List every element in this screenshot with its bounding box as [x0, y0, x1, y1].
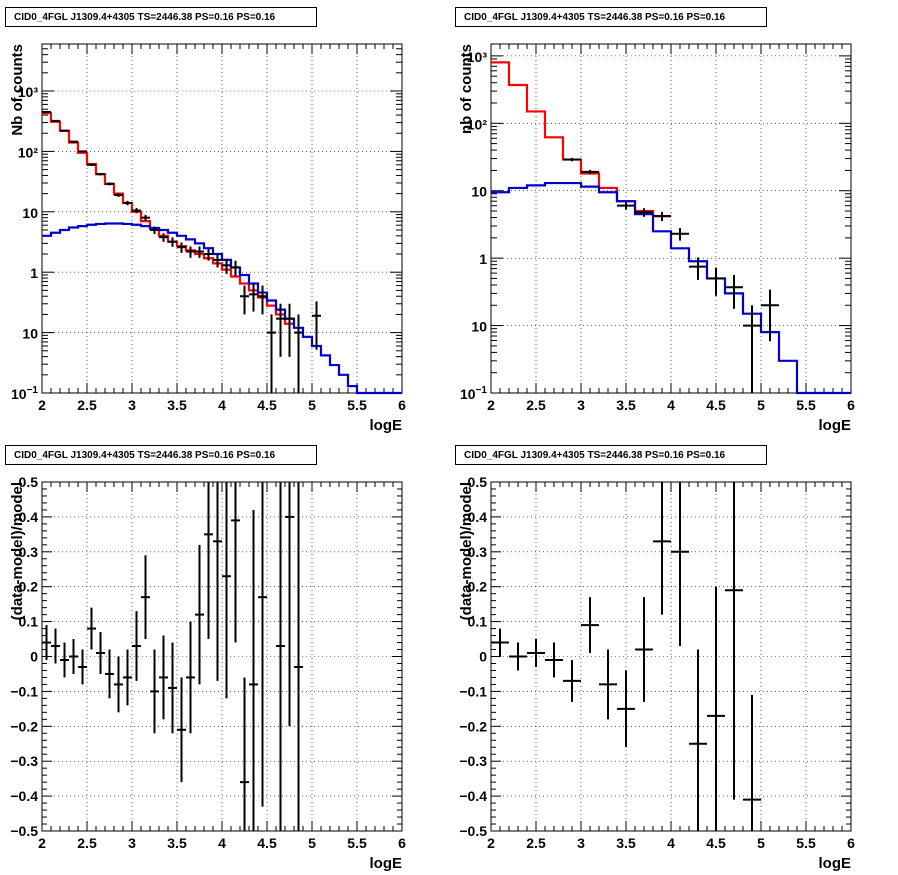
x-tick-label: 3	[577, 835, 585, 851]
y-tick-label: 0.1	[19, 614, 39, 630]
y-tick-label: −0.5	[10, 823, 38, 839]
x-tick-label: 4	[667, 835, 675, 851]
model-histogram-line	[42, 112, 294, 325]
x-tick-label: 4	[218, 835, 226, 851]
x-tick-label: 6	[398, 835, 406, 851]
y-tick-exponent: −1	[27, 385, 39, 396]
x-tick-label: 3.5	[167, 835, 187, 851]
y-tick-label: 1	[479, 251, 487, 267]
y-axis-label: (data-model)/model	[458, 482, 475, 620]
x-tick-label: 3	[577, 397, 585, 413]
y-tick-label: 0.5	[468, 474, 488, 490]
y-tick-label: 0.2	[468, 579, 488, 595]
x-tick-label: 4.5	[706, 397, 726, 413]
y-tick-label: −0.2	[10, 718, 38, 734]
x-tick-label: 5	[308, 835, 316, 851]
y-tick-label: −0.5	[459, 823, 487, 839]
x-tick-label: 4.5	[706, 835, 726, 851]
y-tick-label: 0.2	[19, 579, 39, 595]
x-tick-label: 6	[398, 397, 406, 413]
x-tick-label: 4	[667, 397, 675, 413]
pad1-counts-chart: 2 2.5 3 3.5 4 4.5 5 5.5 6 10−1 10 1 10 10² 10³ logE Nb o…	[9, 43, 406, 434]
y-axis-label: (data-model)/model	[9, 482, 26, 620]
x-tick-label: 4.5	[257, 397, 277, 413]
y-tick-exponent: −1	[476, 385, 488, 396]
y-tick-label: 10−1	[460, 385, 487, 402]
x-tick-label: 3.5	[167, 397, 187, 413]
y-tick-label: −0.2	[459, 718, 487, 734]
y-tick-label: −0.3	[459, 753, 487, 769]
x-axis-label: logE	[819, 855, 852, 872]
x-tick-label: 5.5	[796, 397, 816, 413]
plot-frame	[41, 43, 403, 394]
y-tick-label: 0.3	[19, 544, 39, 560]
x-axis-label: logE	[370, 417, 403, 434]
y-tick-label: −0.1	[459, 683, 487, 699]
x-tick-label: 4	[218, 397, 226, 413]
x-axis-label: logE	[819, 417, 852, 434]
y-tick-label: 0.4	[19, 509, 39, 525]
y-tick-label: 1	[30, 265, 38, 281]
y-tick-label: 10³	[467, 49, 488, 65]
y-tick-label: 10−1	[11, 385, 38, 402]
pad2-title: CID0_4FGL J1309.4+4305 TS=2446.38 PS=0.1…	[455, 7, 767, 27]
y-tick-label: 0.3	[468, 544, 488, 560]
y-tick-label: 10	[22, 205, 38, 221]
y-tick-label: 10³	[18, 84, 39, 100]
pad3-residual-chart: 2 2.5 3 3.5 4 4.5 5 5.5 6 −0.5 −0.4 −0.3 −0.2 −0.1 0 0.…	[9, 474, 406, 872]
x-tick-label: 3.5	[616, 835, 636, 851]
y-tick-label: 0.5	[19, 474, 39, 490]
pad2-counts-chart: 2 2.5 3 3.5 4 4.5 5 5.5 6 10−1 10 1 10 10² 10³ logE nb o…	[458, 43, 855, 434]
x-tick-label: 2.5	[526, 835, 546, 851]
x-tick-label: 3.5	[616, 397, 636, 413]
pad1-title: CID0_4FGL J1309.4+4305 TS=2446.38 PS=0.1…	[5, 7, 317, 27]
y-tick-label: −0.1	[10, 683, 38, 699]
y-axis-label: nb of counts	[458, 44, 475, 134]
y-tick-label: 10	[22, 326, 38, 342]
x-tick-label: 5	[308, 397, 316, 413]
y-tick-label: −0.4	[459, 788, 487, 804]
x-tick-label: 3	[128, 835, 136, 851]
y-axis-label: Nb of counts	[9, 44, 26, 136]
y-tick-label: 10	[471, 184, 487, 200]
y-tick-label: 0	[30, 649, 38, 665]
x-tick-label: 5.5	[796, 835, 816, 851]
x-tick-label: 2	[487, 835, 495, 851]
x-tick-label: 2.5	[77, 397, 97, 413]
model-histogram-line	[491, 181, 851, 395]
pad3-title: CID0_4FGL J1309.4+4305 TS=2446.38 PS=0.1…	[5, 445, 317, 465]
x-axis-label: logE	[370, 855, 403, 872]
x-tick-label: 5	[757, 397, 765, 413]
y-tick-label: −0.4	[10, 788, 38, 804]
x-tick-label: 5	[757, 835, 765, 851]
x-tick-label: 2	[38, 397, 46, 413]
y-tick-label: 0.1	[468, 614, 488, 630]
y-tick-label: 10	[471, 319, 487, 335]
x-tick-label: 2.5	[526, 397, 546, 413]
y-tick-label: 0.4	[468, 509, 488, 525]
x-tick-label: 2.5	[77, 835, 97, 851]
y-tick-label: −0.3	[10, 753, 38, 769]
pad4-title: CID0_4FGL J1309.4+4305 TS=2446.38 PS=0.1…	[455, 445, 767, 465]
y-tick-label: 10²	[18, 144, 39, 160]
x-tick-label: 5.5	[347, 835, 367, 851]
x-tick-label: 3	[128, 397, 136, 413]
x-tick-label: 5.5	[347, 397, 367, 413]
x-tick-label: 6	[847, 835, 855, 851]
plot-frame	[490, 43, 852, 394]
x-tick-label: 6	[847, 397, 855, 413]
x-tick-label: 2	[487, 397, 495, 413]
y-tick-label: 0	[479, 649, 487, 665]
pad4-residual-chart: 2 2.5 3 3.5 4 4.5 5 5.5 6 −0.5 −0.4 −0.3 −0.2 −0.1 0 0.…	[458, 474, 855, 872]
x-tick-label: 2	[38, 835, 46, 851]
x-tick-label: 4.5	[257, 835, 277, 851]
y-tick-label: 10²	[467, 116, 488, 132]
